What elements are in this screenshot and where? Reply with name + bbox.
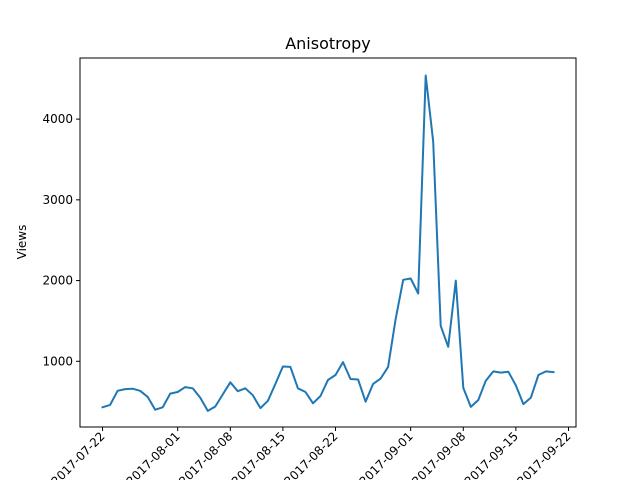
y-axis-ticks: 1000 2000 3000 4000 — [42, 112, 80, 368]
y-tick-label: 4000 — [42, 112, 73, 126]
y-tick-label: 3000 — [42, 193, 73, 207]
y-axis-label: Views — [15, 225, 29, 260]
y-tick-label: 2000 — [42, 274, 73, 288]
plot-area — [80, 58, 576, 427]
y-tick-label: 1000 — [42, 354, 73, 368]
chart-title: Anisotropy — [285, 34, 371, 53]
series-line-views — [101, 74, 555, 412]
plot-frame — [79, 57, 577, 428]
